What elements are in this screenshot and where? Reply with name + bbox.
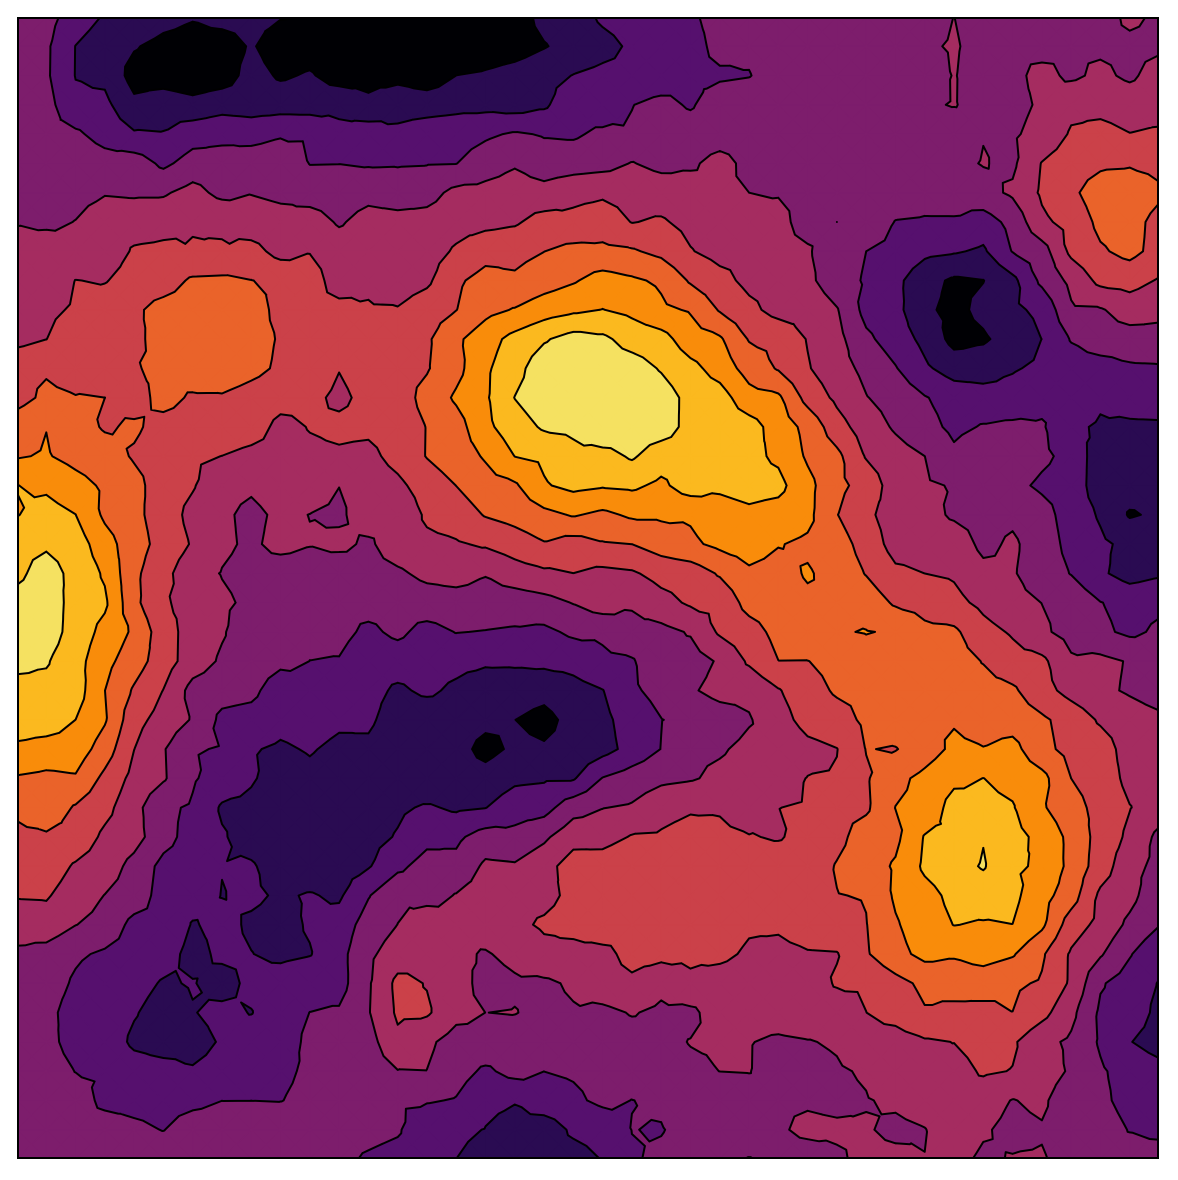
contour-plot-area [17, 17, 1159, 1159]
contour-line-5 [17, 118, 1159, 1078]
contour-line-3 [49, 17, 1159, 1159]
contour-line-7 [17, 269, 1065, 968]
plot-frame [17, 17, 1159, 1159]
contour-line-9 [17, 330, 988, 872]
contour-plot [17, 17, 1159, 1159]
contour-line-2 [73, 17, 1159, 1159]
contour-line-6 [17, 166, 1159, 1013]
contour-fill-layer [17, 17, 1159, 1159]
